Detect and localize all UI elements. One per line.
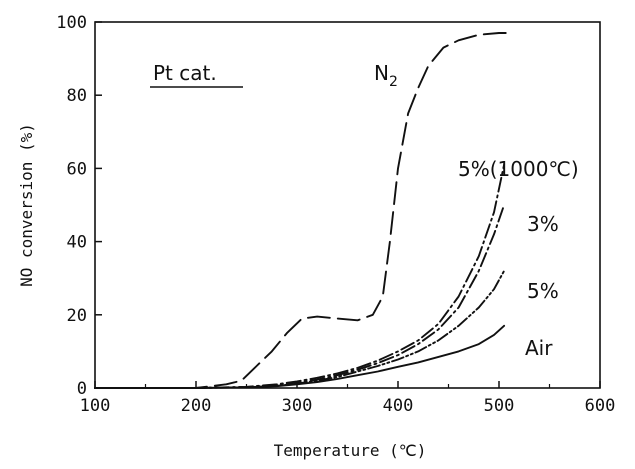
series-label: N2 — [374, 61, 398, 90]
series-line — [94, 32, 511, 389]
series-label-subscript: 2 — [389, 74, 398, 90]
x-tick-label: 300 — [282, 396, 313, 416]
series-label: 3% — [527, 212, 559, 236]
series-line — [94, 163, 506, 389]
x-tick-label: 100 — [80, 396, 111, 416]
series-label: 5%(1000℃) — [458, 157, 579, 181]
y-tick-label: 40 — [67, 233, 87, 253]
series-label: 5% — [527, 279, 559, 303]
x-tick-label: 600 — [585, 396, 616, 416]
x-tick-label: 400 — [383, 396, 414, 416]
series-line — [94, 204, 506, 389]
series-lines — [94, 32, 511, 389]
y-tick-label: 80 — [67, 86, 87, 106]
x-axis-title: Temperature (℃) — [274, 441, 427, 460]
y-tick-label: 60 — [67, 159, 87, 179]
y-axis-title: NO conversion (%) — [17, 123, 36, 287]
series-labels: N2 5%(1000℃) 3% 5% Air — [374, 61, 579, 360]
series-line — [94, 269, 506, 389]
series-label: Air — [525, 336, 553, 360]
series-label-main: N — [374, 61, 389, 85]
y-axis-ticks: 0 20 40 60 80 100 — [56, 13, 102, 399]
y-tick-label: 100 — [56, 13, 87, 33]
x-tick-label: 500 — [484, 396, 515, 416]
y-tick-label: 20 — [67, 306, 87, 326]
x-axis-ticks: 100 200 300 400 500 600 — [80, 381, 616, 416]
panel-label: Pt cat. — [153, 61, 217, 85]
series-line — [94, 324, 506, 389]
x-tick-label: 200 — [181, 396, 212, 416]
y-tick-label: 0 — [77, 379, 87, 399]
